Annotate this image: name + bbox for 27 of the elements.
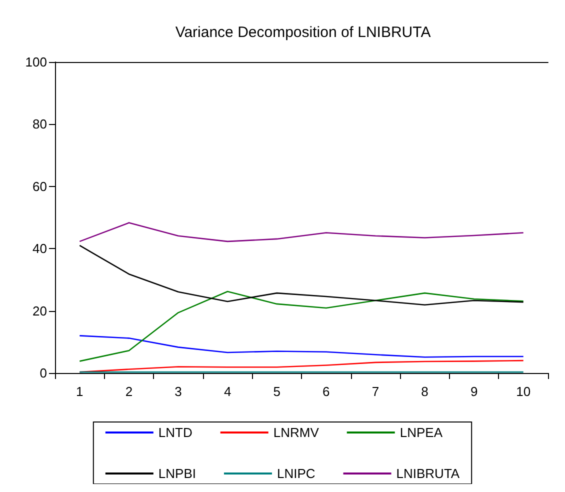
x-tick-label: 8 xyxy=(421,384,428,399)
x-tick-label: 9 xyxy=(470,384,478,399)
x-tick-label: 10 xyxy=(516,384,531,399)
line-series xyxy=(79,222,524,242)
line-series xyxy=(79,335,524,358)
y-tick-label: 80 xyxy=(32,116,47,132)
y-tick-label: 100 xyxy=(25,54,47,70)
y-tick-label: 40 xyxy=(32,241,47,256)
legend-label: LNIBRUTA xyxy=(396,466,460,481)
chart-title: Variance Decomposition of LNIBRUTA xyxy=(175,24,431,41)
x-tick-label: 3 xyxy=(174,384,182,399)
x-tick-label: 2 xyxy=(125,384,133,399)
x-tick-label: 1 xyxy=(76,384,84,399)
x-tick-label: 6 xyxy=(322,384,330,399)
legend-label: LNPBI xyxy=(158,466,196,481)
legend-label: LNTD xyxy=(158,425,192,440)
x-tick-label: 7 xyxy=(372,384,380,399)
line-series xyxy=(79,290,524,362)
legend-label: LNPEA xyxy=(400,425,443,440)
legend-label: LNIPC xyxy=(276,466,316,481)
y-tick-label: 60 xyxy=(32,178,47,194)
x-tick-label: 5 xyxy=(273,384,280,399)
y-tick-label: 20 xyxy=(32,303,47,318)
legend-label: LNRMV xyxy=(273,425,320,440)
line-series xyxy=(79,244,524,306)
y-tick-label: 0 xyxy=(40,366,47,380)
x-tick-label: 4 xyxy=(224,384,232,399)
